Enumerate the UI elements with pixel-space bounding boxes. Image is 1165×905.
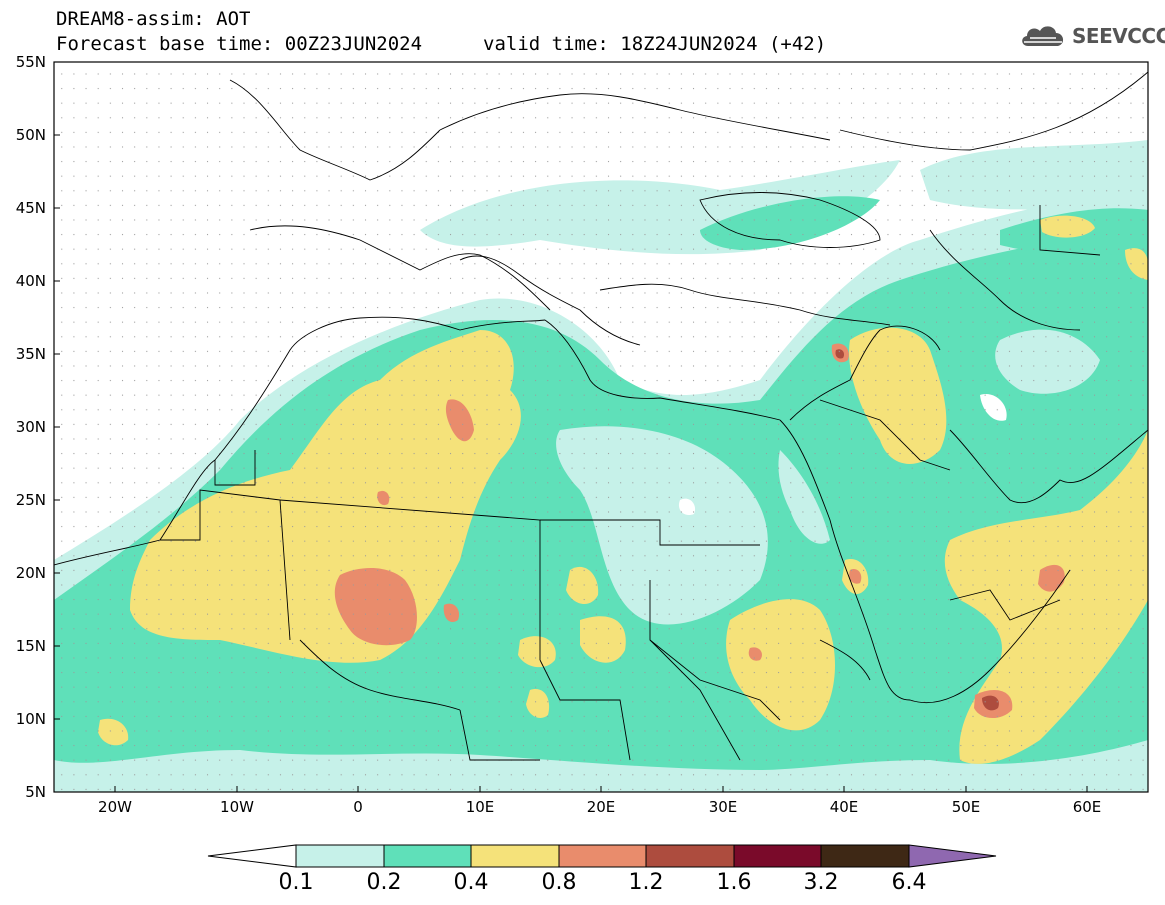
colorbar-bin-6 — [733, 844, 822, 868]
lat-label: 25N — [15, 491, 46, 509]
colorbar-label: 1.6 — [716, 870, 752, 895]
colorbar-label: 1.2 — [628, 870, 664, 895]
colorbar-bin-1 — [295, 844, 385, 868]
lon-label: 60E — [1072, 798, 1102, 816]
axis-ticks — [54, 61, 1088, 793]
cloud-icon — [1022, 26, 1064, 46]
aot-field — [54, 62, 1148, 792]
colorbar-label: 0.4 — [453, 870, 489, 895]
brand-name: SEEVCCC — [1072, 24, 1165, 48]
valid-time: valid time: 18Z24JUN2024 (+42) — [483, 33, 827, 55]
colorbar-label: 6.4 — [891, 870, 927, 895]
lon-label: 40E — [829, 798, 859, 816]
lat-label: 50N — [15, 126, 46, 144]
lat-label: 20N — [15, 564, 46, 582]
lat-label: 45N — [15, 199, 46, 217]
lat-label: 5N — [25, 783, 46, 801]
colorbar-label: 0.1 — [278, 870, 314, 895]
colorbar-bin-3 — [470, 844, 560, 868]
lat-label: 10N — [15, 710, 46, 728]
lat-label: 55N — [15, 53, 46, 71]
lon-label: 50E — [951, 798, 981, 816]
lon-label: 30E — [708, 798, 738, 816]
colorbar-bin-5 — [645, 844, 735, 868]
colorbar-bin-4 — [558, 844, 647, 868]
lon-label: 10W — [220, 798, 254, 816]
lon-label: 20E — [586, 798, 616, 816]
colorbar-bin-7 — [820, 844, 910, 868]
brand-logo: SEEVCCC — [1018, 22, 1165, 50]
lon-label: 20W — [98, 798, 132, 816]
lat-label: 40N — [15, 272, 46, 290]
lon-label: 0 — [353, 798, 363, 816]
colorbar-label: 3.2 — [803, 870, 839, 895]
title-line1: DREAM8-assim: AOT — [56, 8, 251, 30]
lon-label: 10E — [465, 798, 495, 816]
colorbar — [207, 844, 997, 868]
colorbar-label: 0.8 — [541, 870, 577, 895]
forecast-base-time: Forecast base time: 00Z23JUN2024 — [56, 33, 423, 55]
colorbar-bin-2 — [383, 844, 472, 868]
colorbar-low-arrow — [207, 844, 297, 868]
lat-label: 30N — [15, 418, 46, 436]
lat-label: 35N — [15, 345, 46, 363]
colorbar-high-arrow — [908, 844, 997, 868]
lat-label: 15N — [15, 637, 46, 655]
colorbar-label: 0.2 — [366, 870, 402, 895]
